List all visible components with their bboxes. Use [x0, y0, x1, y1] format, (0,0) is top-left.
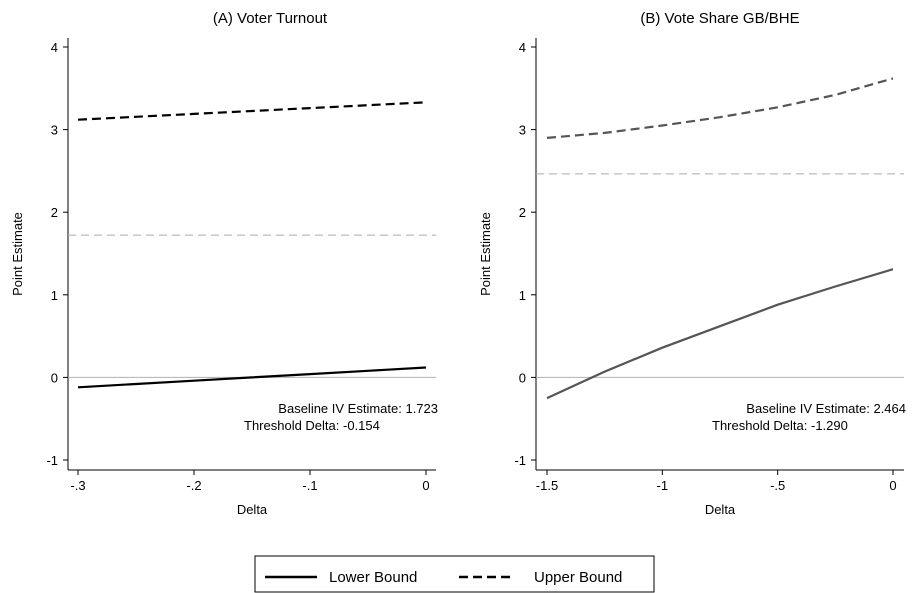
lower-bound-line — [546, 268, 894, 400]
y-tick-label: -1 — [514, 453, 526, 468]
legend-label-lower: Lower Bound — [329, 569, 417, 586]
x-axis-title: Delta — [237, 502, 268, 517]
x-tick-label: -.1 — [302, 478, 317, 493]
y-axis-title: Point Estimate — [10, 212, 25, 296]
annotation-baseline: Baseline IV Estimate: 1.723 — [278, 401, 438, 416]
x-tick-label: -1.5 — [536, 478, 558, 493]
y-axis-title: Point Estimate — [478, 212, 493, 296]
legend-label-upper: Upper Bound — [534, 569, 622, 586]
lower-bound-line — [77, 366, 427, 389]
annotation-threshold: Threshold Delta: -1.290 — [712, 418, 848, 433]
y-tick-label: 4 — [51, 40, 58, 55]
x-tick-label: -.3 — [70, 478, 85, 493]
x-tick-label: -1 — [657, 478, 669, 493]
y-tick-label: 0 — [519, 370, 526, 385]
x-tick-label: -.5 — [770, 478, 785, 493]
x-tick-label: 0 — [422, 478, 429, 493]
x-tick-label: -.2 — [186, 478, 201, 493]
annotation-threshold: Threshold Delta: -0.154 — [244, 418, 380, 433]
x-axis-title: Delta — [705, 502, 736, 517]
y-tick-label: -1 — [46, 453, 58, 468]
y-tick-label: 2 — [519, 205, 526, 220]
panel-voter-turnout: (A) Voter Turnout -1 0 1 2 3 4 -.3 -.2 -.1 0 Delta P… — [10, 10, 438, 517]
legend-box — [254, 555, 655, 593]
panel-vote-share: (B) Vote Share GB/BHE -1 0 1 2 3 4 -1.5 -1 -.5 0 De… — [478, 10, 906, 517]
y-tick-label: 0 — [51, 370, 58, 385]
y-tick-label: 2 — [51, 205, 58, 220]
y-tick-label: 1 — [51, 288, 58, 303]
upper-bound-line — [77, 101, 427, 121]
chart-title: (B) Vote Share GB/BHE — [640, 10, 799, 27]
legend: Lower Bound Upper Bound — [254, 555, 655, 593]
y-tick-label: 3 — [519, 123, 526, 138]
chart-title: (A) Voter Turnout — [213, 10, 328, 27]
y-tick-label: 3 — [51, 123, 58, 138]
y-tick-label: 4 — [519, 40, 526, 55]
x-tick-label: 0 — [889, 478, 896, 493]
annotation-baseline: Baseline IV Estimate: 2.464 — [746, 401, 906, 416]
y-tick-label: 1 — [519, 288, 526, 303]
upper-bound-line — [546, 77, 894, 139]
